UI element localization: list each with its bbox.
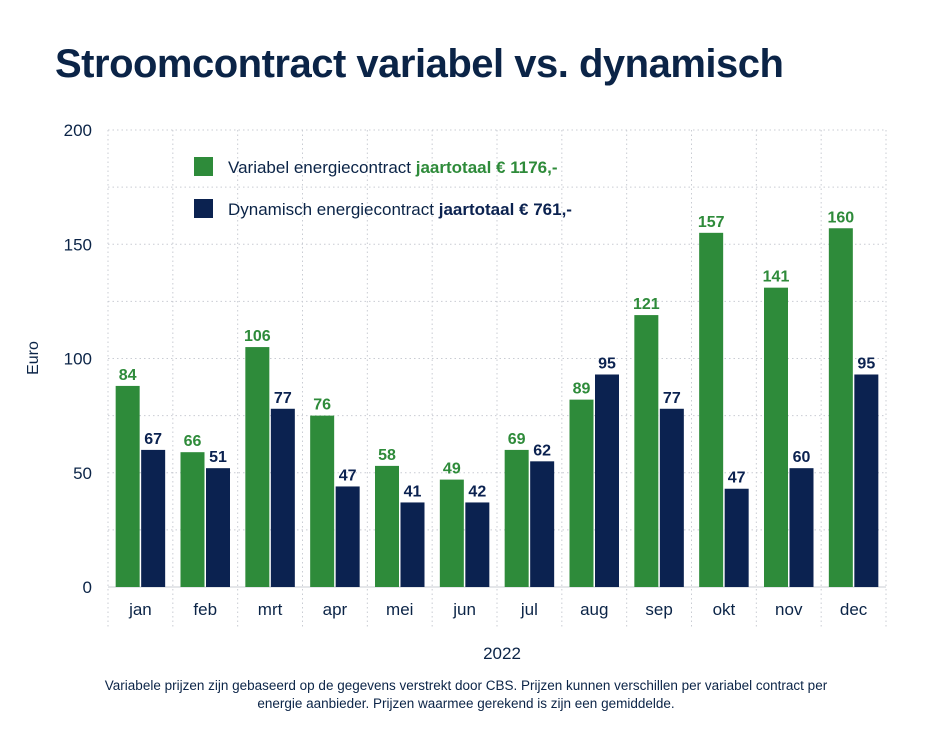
bar-dynamisch-feb	[206, 468, 230, 587]
x-tick-label: jan	[128, 600, 152, 619]
data-label-variabel-dec: 160	[827, 209, 854, 226]
data-label-dynamisch-jan: 67	[144, 431, 162, 448]
bar-variabel-mrt	[245, 347, 270, 587]
legend-total-variabel: jaartotaal € 1176,-	[415, 158, 558, 177]
data-label-variabel-feb: 66	[184, 433, 202, 450]
bar-variabel-aug	[569, 399, 594, 587]
x-tick-label: okt	[713, 600, 736, 619]
x-tick-label: jun	[452, 600, 476, 619]
data-label-dynamisch-nov: 60	[793, 449, 811, 466]
data-label-variabel-nov: 141	[763, 269, 790, 286]
data-label-dynamisch-apr: 47	[339, 467, 357, 484]
data-label-dynamisch-okt: 47	[728, 470, 746, 487]
data-label-dynamisch-jun: 42	[468, 483, 486, 500]
footnote-line-2: energie aanbieder. Prijzen waarmee gerek…	[257, 696, 675, 711]
x-tick-label: aug	[580, 600, 608, 619]
bar-variabel-dec	[828, 228, 853, 587]
bar-dynamisch-mei	[400, 502, 425, 587]
y-tick-label: 50	[73, 464, 92, 483]
legend-series-name-variabel: Variabel energiecontract	[228, 158, 416, 177]
y-tick-label: 150	[64, 235, 92, 254]
data-label-variabel-mei: 58	[378, 447, 396, 464]
page-title: Stroomcontract variabel vs. dynamisch	[55, 42, 784, 86]
data-label-dynamisch-dec: 95	[857, 355, 875, 372]
bar-variabel-jan	[115, 385, 140, 587]
x-tick-label: jul	[520, 600, 538, 619]
x-tick-label: nov	[775, 600, 803, 619]
bar-dynamisch-sep	[659, 408, 684, 587]
data-label-variabel-aug: 89	[573, 381, 591, 398]
x-tick-label: feb	[193, 600, 217, 619]
bar-variabel-feb	[180, 452, 205, 587]
bar-dynamisch-aug	[595, 374, 619, 587]
legend-total-dynamisch: jaartotaal € 761,-	[438, 200, 572, 219]
legend-series-name-dynamisch: Dynamisch energiecontract	[228, 200, 439, 219]
footnote-line-1: Variabele prijzen zijn gebaseerd op de g…	[104, 678, 828, 693]
legend-label-dynamisch: Dynamisch energiecontract jaartotaal € 7…	[228, 200, 572, 219]
bar-dynamisch-mrt	[270, 408, 295, 587]
data-label-variabel-jun: 49	[443, 461, 461, 478]
y-tick-label: 200	[64, 121, 92, 140]
data-label-variabel-okt: 157	[698, 214, 725, 231]
bar-dynamisch-jul	[530, 461, 555, 587]
bar-variabel-jul	[504, 449, 529, 587]
bar-dynamisch-jan	[141, 449, 166, 587]
data-label-variabel-jul: 69	[508, 431, 526, 448]
x-axis-label: 2022	[483, 644, 521, 663]
bar-variabel-sep	[634, 315, 659, 587]
data-label-dynamisch-mrt: 77	[274, 390, 292, 407]
data-label-dynamisch-jul: 62	[533, 442, 551, 459]
data-label-variabel-apr: 76	[313, 397, 331, 414]
legend-swatch-dynamisch	[194, 199, 213, 218]
bar-dynamisch-apr	[335, 486, 360, 587]
legend-swatch-variabel	[194, 157, 213, 176]
bar-variabel-jun	[439, 479, 464, 587]
x-tick-label: dec	[840, 600, 868, 619]
data-label-dynamisch-aug: 95	[598, 355, 616, 372]
legend-label-variabel: Variabel energiecontract jaartotaal € 11…	[228, 158, 558, 177]
bar-chart: 0 50 100 150 200 Euro jan feb mrt apr mei jun jul aug…	[25, 121, 887, 663]
x-tick-label: apr	[323, 600, 348, 619]
bar-variabel-nov	[764, 287, 788, 587]
data-label-dynamisch-feb: 51	[209, 449, 227, 466]
y-tick-label: 100	[64, 350, 92, 369]
data-label-variabel-mrt: 106	[244, 328, 271, 345]
bar-dynamisch-dec	[854, 374, 879, 587]
bar-variabel-mei	[375, 465, 399, 587]
data-label-variabel-jan: 84	[119, 367, 137, 384]
bar-variabel-okt	[699, 232, 724, 587]
bar-dynamisch-okt	[724, 488, 749, 587]
y-tick-label: 0	[83, 578, 92, 597]
data-label-dynamisch-mei: 41	[404, 483, 422, 500]
footnote: Variabele prijzen zijn gebaseerd op de g…	[30, 677, 902, 713]
bar-dynamisch-nov	[789, 468, 814, 587]
x-tick-label: sep	[645, 600, 672, 619]
data-label-dynamisch-sep: 77	[663, 390, 681, 407]
bar-dynamisch-jun	[465, 502, 490, 587]
bar-variabel-apr	[310, 415, 335, 587]
x-tick-label: mei	[386, 600, 413, 619]
x-tick-label: mrt	[258, 600, 283, 619]
y-axis-label: Euro	[25, 341, 42, 375]
data-label-variabel-sep: 121	[633, 296, 660, 313]
